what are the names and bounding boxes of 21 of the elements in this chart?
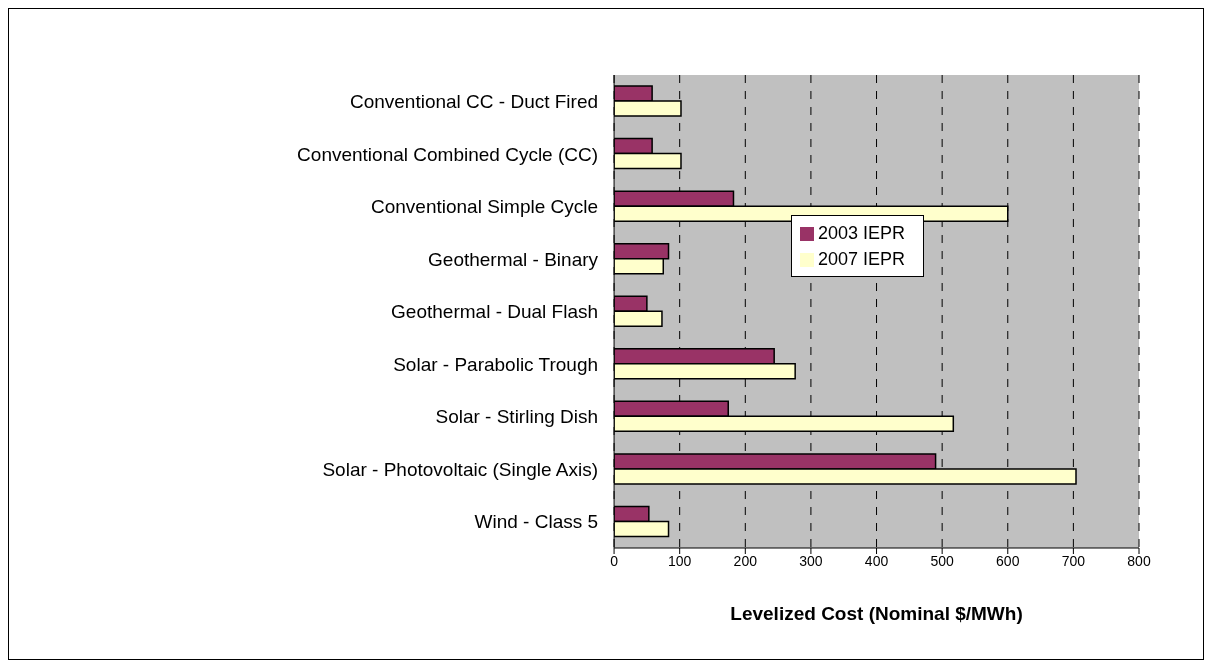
x-tick-label: 200 (733, 552, 758, 569)
legend-label: 2003 IEPR (818, 223, 906, 243)
y-tick-label: Solar - Photovoltaic (Single Axis) (322, 458, 599, 480)
x-tick-label: 800 (1127, 552, 1151, 569)
y-tick-label: Wind - Class 5 (474, 511, 599, 533)
x-tick-label: 600 (996, 552, 1020, 569)
legend-label: 2007 IEPR (818, 249, 906, 269)
x-tick-label: 400 (864, 552, 889, 569)
x-tick-label: 0 (610, 552, 619, 569)
x-tick-label: 300 (799, 552, 823, 569)
y-tick-label: Geothermal - Binary (428, 248, 599, 270)
y-tick-label: Conventional Simple Cycle (371, 196, 599, 218)
y-tick-label: Solar - Stirling Dish (435, 406, 599, 428)
x-tick-label: 100 (668, 552, 692, 569)
y-tick-label: Conventional CC - Duct Fired (349, 91, 599, 113)
x-tick-label: 700 (1061, 552, 1086, 569)
y-tick-label: Solar - Parabolic Trough (393, 353, 599, 375)
y-tick-label: Geothermal - Dual Flash (391, 301, 599, 323)
y-tick-label: Conventional Combined Cycle (CC) (297, 143, 599, 165)
x-axis-title: Levelized Cost (Nominal $/MWh) (730, 603, 1023, 624)
x-tick-label: 500 (930, 552, 955, 569)
